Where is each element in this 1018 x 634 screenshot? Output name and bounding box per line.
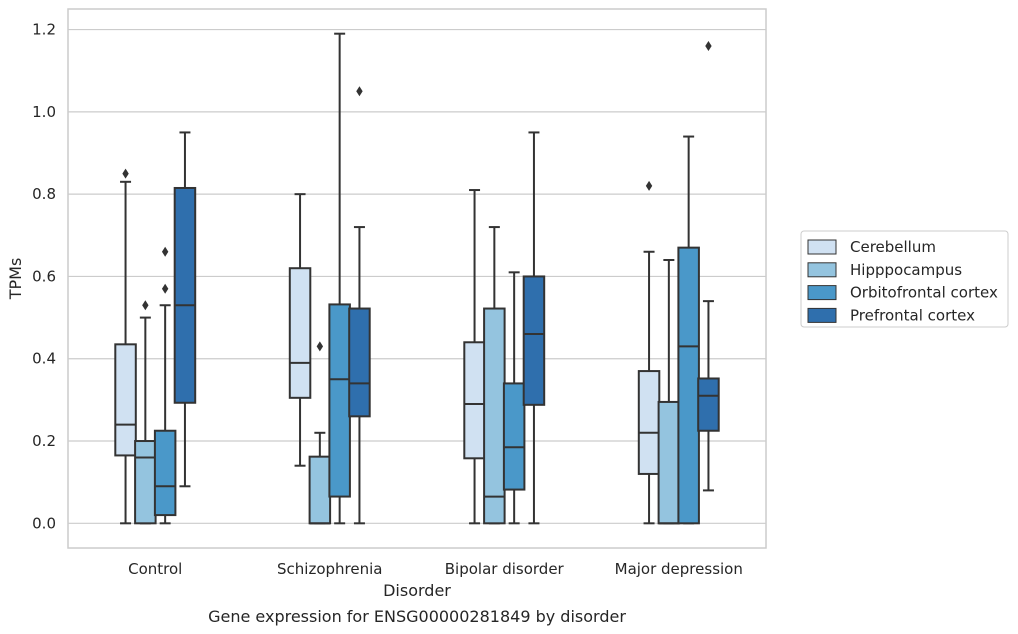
box-group: [637, 180, 661, 525]
outlier-point: [705, 41, 712, 52]
box: [463, 341, 486, 460]
box: [677, 246, 700, 525]
box: [173, 186, 197, 404]
box: [483, 307, 506, 525]
box-group: [522, 131, 546, 525]
y-tick-label: 0.2: [32, 432, 56, 450]
legend-swatch: [807, 239, 837, 255]
y-axis-label: TPMs: [6, 258, 25, 301]
legend-label: Orbitofrontal cortex: [850, 284, 998, 302]
box-group: [657, 258, 681, 525]
legend-swatch: [807, 307, 837, 323]
box-group: [697, 41, 720, 492]
box: [153, 429, 177, 517]
y-tick-label: 0.0: [32, 514, 56, 532]
y-tick-label: 0.6: [32, 267, 56, 285]
legend-frame: [800, 230, 1009, 328]
box: [697, 377, 720, 432]
legend-swatch: [807, 262, 837, 278]
box-group: [114, 168, 137, 525]
box-layer: [114, 32, 720, 525]
y-tick-label: 1.2: [32, 21, 56, 39]
box-group: [134, 300, 157, 525]
box: [502, 382, 526, 491]
outlier-point: [161, 283, 169, 294]
outlier-point: [316, 341, 324, 352]
legend: Cerebellum Hipppocampus Orbitofrontal cort…: [800, 230, 1009, 328]
legend-label: Hipppocampus: [850, 261, 962, 279]
outlier-point: [161, 246, 169, 257]
y-tick-labels: 0.0 0.2 0.4 0.6 0.8 1.0 1.2: [32, 21, 56, 533]
plot-frame: [67, 8, 767, 549]
outlier-point: [142, 300, 149, 311]
box-group: [502, 271, 526, 525]
y-tick-label: 0.8: [32, 185, 56, 203]
box: [657, 400, 681, 525]
box: [134, 440, 157, 525]
outlier-point: [122, 168, 129, 179]
x-tick-label: Bipolar disorder: [445, 560, 565, 578]
box: [522, 275, 546, 406]
box: [348, 307, 371, 418]
x-tick-labels: Control Schizophrenia Bipolar disorder Majo…: [128, 560, 743, 578]
x-axis-label: Disorder: [383, 581, 451, 600]
box-group: [463, 189, 486, 525]
box-group: [348, 86, 371, 525]
box-group: [288, 193, 312, 467]
box: [114, 343, 137, 457]
box: [328, 303, 351, 498]
box: [308, 455, 332, 525]
box-group: [153, 246, 177, 525]
box: [288, 267, 312, 399]
chart-title: Gene expression for ENSG00000281849 by d…: [208, 607, 626, 626]
box: [637, 370, 661, 475]
outlier-point: [356, 86, 363, 97]
x-tick-label: Control: [128, 560, 182, 578]
y-tick-label: 0.4: [32, 350, 56, 368]
legend-label: Cerebellum: [850, 238, 936, 256]
box-group: [308, 341, 332, 525]
x-tick-label: Major depression: [615, 560, 743, 578]
outlier-point: [645, 180, 653, 191]
x-tick-label: Schizophrenia: [277, 560, 382, 578]
legend-swatch: [807, 285, 837, 301]
box-group: [328, 32, 351, 525]
legend-label: Prefrontal cortex: [850, 306, 975, 324]
box-group: [483, 226, 506, 525]
box-group: [173, 131, 197, 488]
y-tick-label: 1.0: [32, 103, 56, 121]
